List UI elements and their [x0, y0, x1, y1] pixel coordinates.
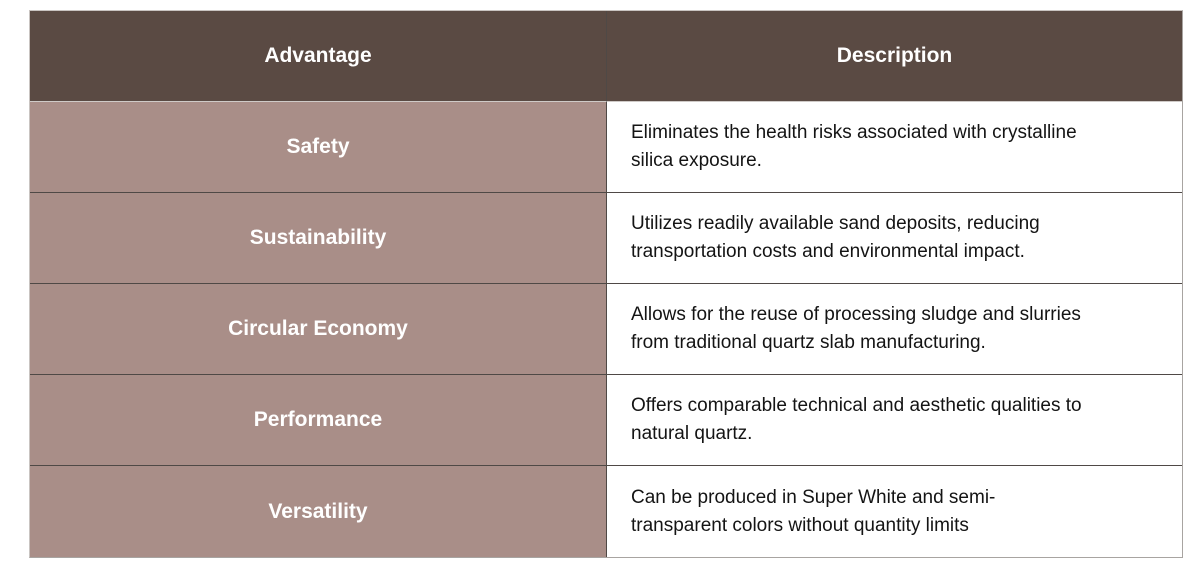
- description-cell-sustainability: Utilizes readily available sand deposits…: [607, 193, 1182, 284]
- advantage-label: Performance: [253, 408, 383, 431]
- advantage-cell-circular-economy: Circular Economy: [30, 284, 607, 375]
- column-header-advantage-label: Advantage: [264, 44, 372, 67]
- description-cell-safety: Eliminates the health risks associated w…: [607, 102, 1182, 193]
- advantage-label: Circular Economy: [228, 317, 408, 340]
- column-header-description-label: Description: [836, 44, 953, 67]
- advantage-cell-sustainability: Sustainability: [30, 193, 607, 284]
- description-text: Offers comparable technical and aestheti…: [631, 395, 1082, 444]
- description-cell-versatility: Can be produced in Super White and semi-…: [607, 466, 1182, 557]
- column-header-description: Description: [607, 11, 1182, 102]
- advantage-label: Versatility: [268, 499, 368, 523]
- advantage-label: Sustainability: [249, 226, 387, 249]
- description-text: Allows for the reuse of processing sludg…: [631, 304, 1081, 353]
- description-text: Utilizes readily available sand deposits…: [631, 213, 1040, 262]
- description-text: Eliminates the health risks associated w…: [631, 122, 1077, 171]
- advantage-cell-safety: Safety: [30, 102, 607, 193]
- description-text: Can be produced in Super White and semi-…: [631, 486, 996, 536]
- column-header-advantage: Advantage: [30, 11, 607, 102]
- advantages-table: Advantage Description Safety Eliminates …: [29, 10, 1183, 558]
- description-cell-circular-economy: Allows for the reuse of processing sludg…: [607, 284, 1182, 375]
- advantage-label: Safety: [286, 135, 350, 158]
- advantage-cell-performance: Performance: [30, 375, 607, 466]
- description-cell-performance: Offers comparable technical and aestheti…: [607, 375, 1182, 466]
- advantage-cell-versatility: Versatility: [30, 466, 607, 557]
